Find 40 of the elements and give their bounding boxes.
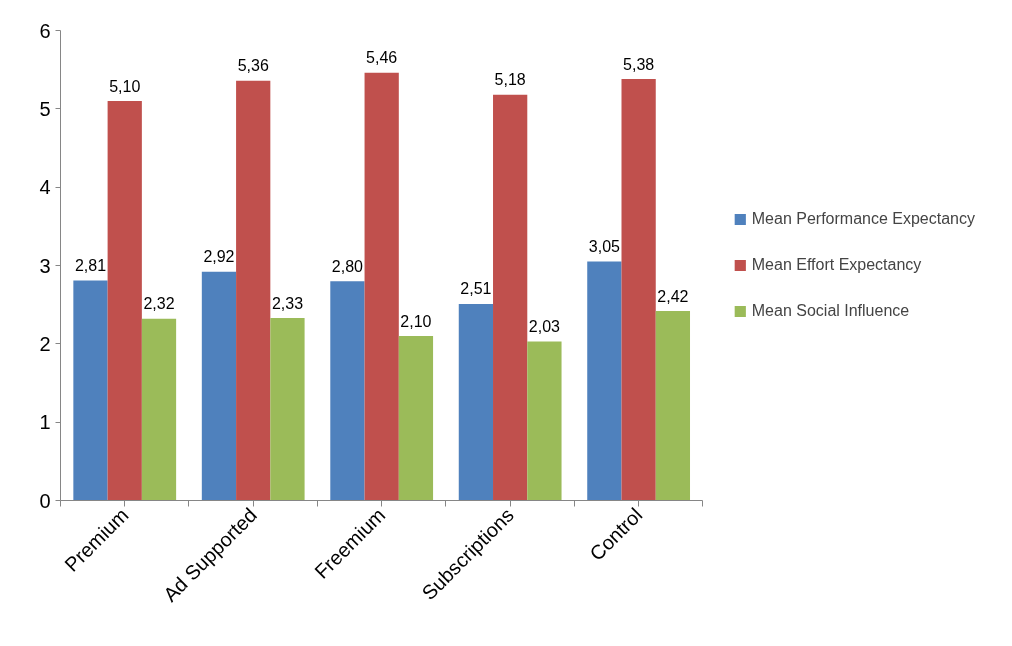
- bar: [655, 310, 691, 501]
- bar: [364, 72, 399, 501]
- data-label: 2,92: [203, 248, 235, 266]
- data-label: 5,46: [366, 49, 398, 67]
- data-label: 2,51: [460, 280, 492, 298]
- y-tick-label: 2: [39, 332, 51, 355]
- y-tick-label: 4: [39, 176, 51, 199]
- data-label: 5,10: [109, 77, 141, 95]
- data-label: 2,32: [143, 295, 175, 313]
- y-tick-label: 0: [39, 489, 51, 512]
- bar: [236, 80, 271, 501]
- bar: [398, 336, 434, 501]
- bar: [587, 261, 622, 501]
- data-label: 2,81: [74, 256, 107, 274]
- data-label: 5,18: [494, 71, 526, 89]
- data-label: 5,36: [237, 57, 269, 75]
- data-label: 3,05: [588, 238, 621, 256]
- bar: [458, 303, 494, 501]
- data-label: 2,33: [271, 294, 304, 312]
- legend-label: Mean Social Influence: [751, 302, 910, 320]
- bar: [330, 281, 365, 501]
- bar: [493, 94, 528, 501]
- bar: [621, 79, 656, 501]
- bar: [270, 317, 305, 501]
- bar: [107, 101, 142, 501]
- bar: [201, 271, 237, 501]
- data-label: 2,03: [528, 318, 561, 336]
- data-label: 2,10: [400, 312, 432, 330]
- y-tick-label: 1: [39, 411, 51, 434]
- data-label: 2,42: [657, 287, 689, 305]
- data-label: 5,38: [623, 55, 655, 73]
- y-tick-label: 5: [39, 97, 51, 120]
- data-label: 2,80: [331, 257, 364, 275]
- bar: [527, 341, 562, 501]
- legend-label: Mean Performance Expectancy: [751, 210, 975, 228]
- legend-label: Mean Effort Expectancy: [751, 256, 922, 274]
- y-tick-label: 3: [39, 254, 51, 277]
- bar: [141, 318, 177, 501]
- bar: [73, 280, 108, 501]
- y-tick-label: 6: [39, 19, 51, 42]
